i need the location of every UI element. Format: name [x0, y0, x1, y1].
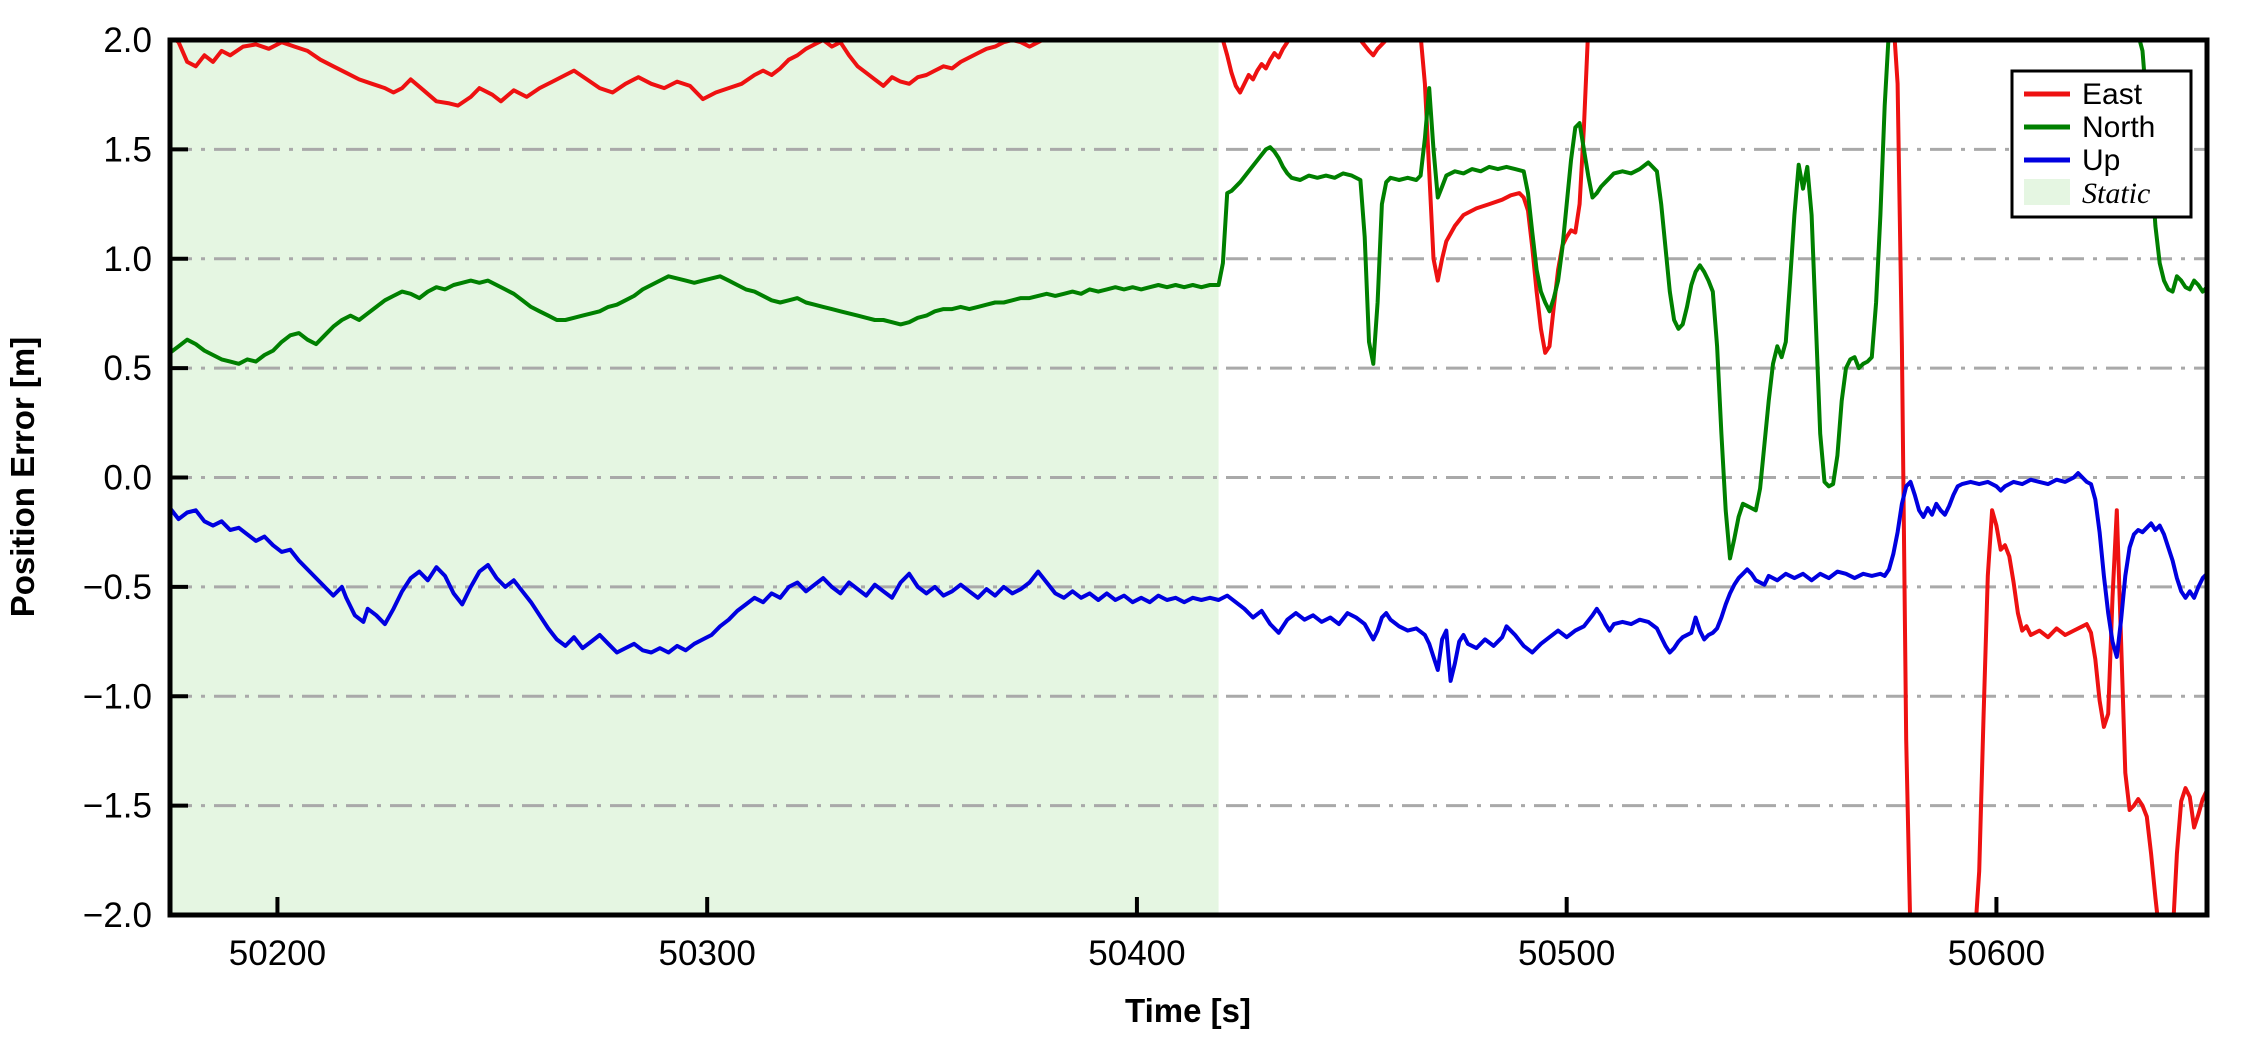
legend-label-static: Static: [2082, 177, 2150, 210]
y-tick-label: 2.0: [103, 21, 152, 60]
y-tick-label: 0.5: [103, 349, 152, 388]
x-tick-label: 50300: [659, 934, 756, 973]
y-tick-label: −2.0: [83, 896, 152, 935]
static-region-shading: [170, 40, 1219, 915]
y-axis-title: Position Error [m]: [4, 337, 41, 618]
x-tick-label: 50400: [1088, 934, 1185, 973]
y-tick-label: 0.0: [103, 459, 152, 498]
plot-background-layer: [170, 40, 1219, 915]
series-line-up: [170, 471, 2207, 683]
x-tick-label: 50600: [1948, 934, 2045, 973]
y-tick-label: −0.5: [83, 568, 152, 607]
y-tick-label: −1.0: [83, 677, 152, 716]
y-tick-label: 1.5: [103, 130, 152, 169]
legend-label-north: North: [2082, 111, 2155, 144]
x-axis-title: Time [s]: [1125, 992, 1251, 1029]
grid-layer: [170, 147, 2207, 808]
x-tick-label: 50200: [229, 934, 326, 973]
y-tick-label: −1.5: [83, 787, 152, 826]
legend-patch-sample-static: [2024, 179, 2070, 205]
tick-labels-layer: 50200 50300 50400 50500 50600 2.0 1.5 1.0 0.5 0.0…: [83, 21, 2045, 973]
y-tick-label: 1.0: [103, 240, 152, 279]
series-line-east: [172, 40, 2207, 915]
legend-label-east: East: [2082, 78, 2143, 111]
ticks-layer: [170, 38, 1999, 917]
series-layer: [170, 40, 2207, 915]
series-line-north: [170, 40, 2207, 561]
x-tick-label: 50500: [1518, 934, 1615, 973]
legend-label-up: Up: [2082, 144, 2120, 177]
